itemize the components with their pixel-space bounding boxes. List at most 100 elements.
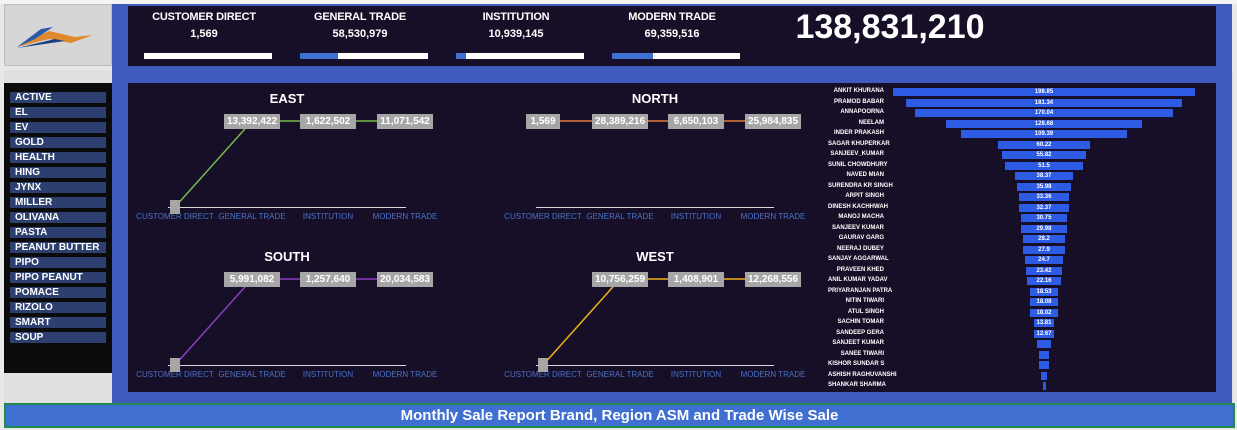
axis-label: INSTITUTION (670, 370, 722, 379)
kpi-general-trade: GENERAL TRADE 58,530,979 (290, 11, 430, 59)
asm-name: PRAMOD BABAR (834, 98, 884, 105)
data-label: 1,408,901 (668, 272, 724, 287)
kpi-title: MODERN TRADE (628, 11, 716, 23)
data-label: 1,569 (526, 114, 560, 129)
axis-line (536, 207, 774, 208)
kpi-bar (456, 53, 584, 59)
data-label: 13,392,422 (224, 114, 280, 129)
kpi-title: INSTITUTION (482, 11, 550, 23)
slicer-item-health[interactable]: HEALTH (10, 152, 106, 163)
asm-name: ATUL SINGH (847, 308, 884, 315)
funnel-bar: 128.68 (946, 119, 1142, 128)
kpi-bar (300, 53, 428, 59)
asm-name: ANIL KUMAR YADAV (828, 277, 888, 283)
funnel-bar: 27.9 (1022, 245, 1066, 254)
region-title-west: WEST (636, 249, 674, 264)
axis-label: GENERAL TRADE (586, 212, 654, 221)
slicer-item-miller[interactable]: MILLER (10, 197, 106, 208)
funnel-bar: 32.37 (1019, 203, 1069, 212)
funnel-bar: 12.67 (1034, 329, 1054, 338)
slicer-item-peanut-butter[interactable]: PEANUT BUTTER (10, 242, 106, 253)
slicer-item-ev[interactable]: EV (10, 122, 106, 133)
axis-label: GENERAL TRADE (586, 370, 654, 379)
kpi-value: 10,939,145 (488, 28, 544, 40)
total-sales: 138,831,210 (795, 8, 985, 46)
funnel-bar: 18.53 (1029, 287, 1059, 296)
series-line-west (542, 278, 773, 366)
funnel-bar: 28.2 (1022, 235, 1066, 243)
data-label: 20,034,583 (377, 272, 433, 287)
axis-label: MODERN TRADE (372, 212, 438, 221)
axis-label: GENERAL TRADE (218, 212, 286, 221)
data-label: 6,650,103 (668, 114, 724, 129)
funnel-bar: 181.34 (906, 98, 1182, 107)
slicer-item-jynx[interactable]: JYNX (10, 182, 106, 193)
slicer-item-pomace[interactable]: POMACE (10, 287, 106, 298)
kpi-header: CUSTOMER DIRECT 1,569 GENERAL TRADE 58,5… (128, 6, 1216, 66)
funnel-bar: 38.37 (1014, 172, 1074, 180)
axis-label: MODERN TRADE (740, 212, 806, 221)
funnel-bar: 170.04 (914, 109, 1174, 117)
asm-name: SANJEET KUMAR (832, 340, 884, 346)
series-line-east (174, 120, 405, 208)
slicer-item-pipo-peanut[interactable]: PIPO PEANUT (10, 272, 106, 283)
slicer-item-el[interactable]: EL (10, 107, 106, 118)
asm-name: ANNAPOORNA (840, 109, 884, 115)
funnel-bar: 198.85 (893, 88, 1195, 96)
asm-name: SANDEEP GERA (836, 329, 884, 336)
asm-name: PRAVEEN KHED (836, 266, 884, 273)
kpi-bar-fill (612, 53, 653, 59)
asm-name: SANJEEV_KUMAR (830, 151, 884, 157)
slicer-item-pipo[interactable]: PIPO (10, 257, 106, 268)
data-label: 25,984,835 (745, 114, 801, 129)
top-gap (0, 0, 1237, 4)
axis-label: INSTITUTION (670, 212, 722, 221)
slicer-item-rizolo[interactable]: RIZOLO (10, 302, 106, 313)
slicer-item-hing[interactable]: HING (10, 167, 106, 178)
asm-name: ANKIT KHURANA (833, 88, 884, 94)
axis-label: MODERN TRADE (372, 370, 438, 379)
asm-name: ARPIT SINGH (845, 193, 884, 199)
data-label: 10,756,259 (592, 272, 648, 287)
slicer-item-smart[interactable]: SMART (10, 317, 106, 328)
region-lines (174, 120, 773, 366)
asm-name: KISHOR SUNDAR S (828, 361, 885, 367)
asm-name: SHANKAR SHARMA (828, 382, 886, 388)
axis-label: CUSTOMER DIRECT (504, 212, 582, 221)
data-label: 1,257,640 (300, 272, 356, 287)
kpi-title: CUSTOMER DIRECT (152, 11, 256, 23)
funnel-bar (1039, 361, 1049, 369)
report-title: Monthly Sale Report Brand, Region ASM an… (400, 407, 839, 424)
asm-name: NEERAJ DUBEY (836, 245, 884, 252)
slicer-item-pasta[interactable]: PASTA (10, 227, 106, 238)
slicer-item-olivana[interactable]: OLIVANA (10, 212, 106, 223)
funnel-bar: 29.98 (1021, 224, 1067, 233)
kpi-institution: INSTITUTION 10,939,145 (446, 11, 586, 59)
funnel-bar: 109.39 (960, 130, 1128, 138)
asm-name: NITIN TIWARI (845, 298, 884, 304)
data-label: 12,268,556 (745, 272, 801, 287)
asm-name: SUNIL CHOWDHURY (828, 161, 888, 168)
region-title-south: SOUTH (264, 249, 310, 264)
slicer-item-soup[interactable]: SOUP (10, 332, 106, 343)
data-point (538, 358, 548, 372)
asm-name: PRIYARANJAN PATRA (828, 287, 893, 294)
data-point (170, 358, 180, 372)
kpi-title: GENERAL TRADE (314, 11, 406, 23)
asm-name: NEELAM (858, 119, 884, 126)
asm-name: MANOJ MACHA (838, 214, 884, 220)
funnel-bar: 30.75 (1020, 214, 1068, 222)
funnel-bar (1038, 350, 1050, 359)
kpi-bar-fill (456, 53, 467, 59)
data-point (170, 200, 180, 214)
funnel-bar: 22.16 (1027, 277, 1061, 285)
kpi-modern-trade: MODERN TRADE 69,359,516 (602, 11, 742, 59)
footer-bar: Monthly Sale Report Brand, Region ASM an… (4, 403, 1235, 428)
slicer-item-active[interactable]: ACTIVE (10, 92, 106, 103)
slicer-item-gold[interactable]: GOLD (10, 137, 106, 148)
series-line-south (174, 278, 405, 366)
asm-name: SACHIN TOMAR (837, 319, 884, 325)
funnel-bar: 18.08 (1030, 298, 1058, 306)
logo-icon (17, 27, 93, 48)
asm-name: SANEE TIWARI (840, 350, 884, 357)
